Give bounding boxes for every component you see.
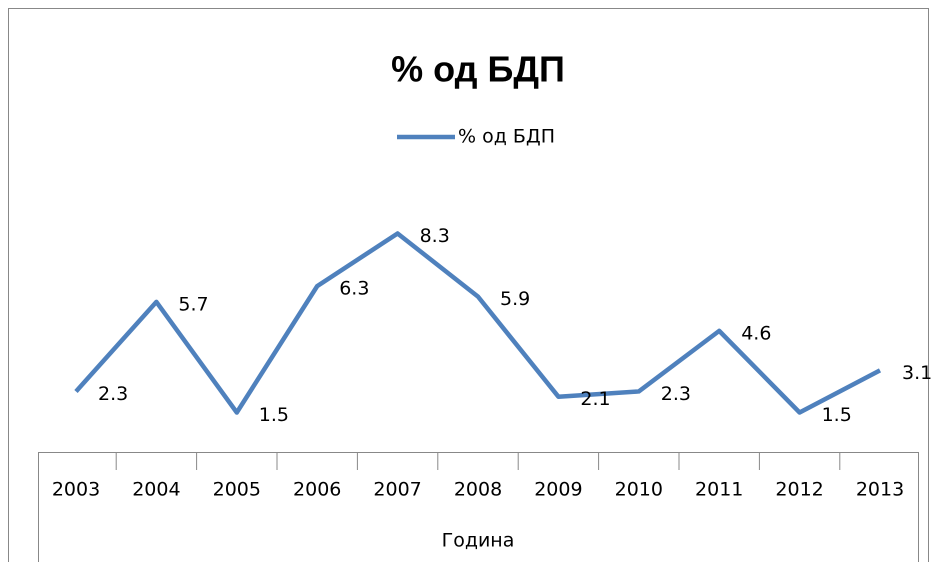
x-tick-label: 2004	[132, 479, 180, 501]
data-label: 6.3	[339, 278, 369, 300]
chart-border	[8, 8, 929, 562]
data-label: 2.3	[98, 383, 128, 405]
series-line	[74, 231, 882, 415]
data-label: 1.5	[822, 404, 852, 426]
data-label: 2.1	[580, 388, 610, 410]
x-tick-label: 2003	[52, 479, 100, 501]
x-tick-label: 2010	[615, 479, 663, 501]
data-label: 8.3	[420, 225, 450, 247]
x-axis-label: Година	[442, 530, 515, 552]
data-label: 3.1	[902, 362, 932, 384]
data-label: 2.3	[661, 383, 691, 405]
data-label: 1.5	[259, 404, 289, 426]
x-tick-label: 2012	[775, 479, 823, 501]
data-label: 5.9	[500, 288, 530, 310]
x-tick-label: 2013	[856, 479, 904, 501]
x-tick-label: 2009	[534, 479, 582, 501]
chart-title: % од БДП	[391, 49, 565, 90]
x-tick-label: 2011	[695, 479, 743, 501]
legend-label: % од БДП	[458, 126, 555, 148]
data-label: 5.7	[178, 293, 208, 315]
x-tick-label: 2007	[373, 479, 421, 501]
x-tick-label: 2008	[454, 479, 502, 501]
x-tick-label: 2006	[293, 479, 341, 501]
x-tick-label: 2005	[213, 479, 261, 501]
axis-box	[38, 452, 919, 562]
data-label: 4.6	[741, 322, 771, 344]
